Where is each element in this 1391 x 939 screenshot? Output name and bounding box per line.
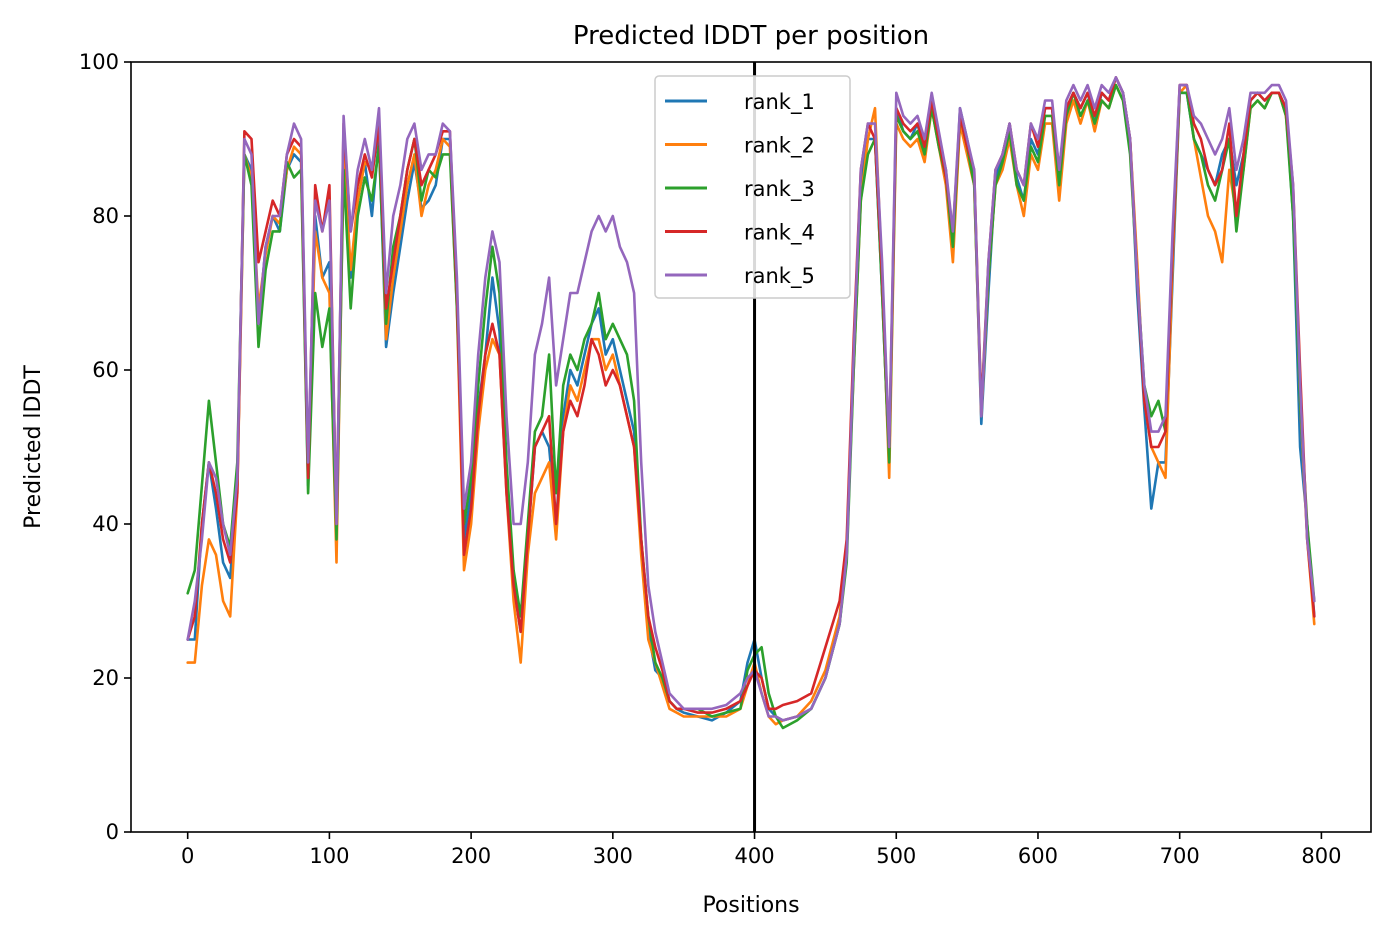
legend-label: rank_2 (744, 134, 815, 159)
x-tick-label: 800 (1301, 844, 1341, 868)
x-tick-label: 300 (593, 844, 633, 868)
legend-label: rank_4 (744, 221, 815, 246)
legend: rank_1 rank_2 rank_3 rank_4 rank_5 (654, 75, 851, 299)
legend-label: rank_5 (744, 264, 815, 289)
y-tick-label: 100 (79, 50, 119, 74)
plot-frame (130, 61, 1372, 833)
series-layer (186, 76, 1316, 730)
y-tick-label: 40 (92, 512, 119, 536)
x-axis-label: Positions (702, 893, 799, 918)
y-tick-label: 0 (106, 820, 119, 844)
x-tick-label: 0 (181, 844, 194, 868)
y-tick-label: 20 (92, 666, 119, 690)
legend-label: rank_1 (744, 90, 815, 115)
x-tick-label: 500 (876, 844, 916, 868)
y-tick-label: 80 (92, 204, 119, 228)
y-axis: 0 20 40 60 80 100 (79, 50, 131, 844)
x-axis: 0 100 200 300 400 500 600 700 800 (181, 832, 1341, 868)
y-tick-label: 60 (92, 358, 119, 382)
legend-label: rank_3 (744, 177, 815, 202)
chart-title: Predicted lDDT per position (573, 21, 929, 51)
x-tick-label: 600 (1018, 844, 1058, 868)
x-tick-label: 400 (734, 844, 774, 868)
series-line-5 (186, 76, 1316, 722)
x-tick-label: 200 (451, 844, 491, 868)
y-axis-label: Predicted lDDT (21, 365, 46, 529)
x-tick-label: 100 (309, 844, 349, 868)
legend-box (654, 75, 851, 299)
x-tick-label: 700 (1160, 844, 1200, 868)
